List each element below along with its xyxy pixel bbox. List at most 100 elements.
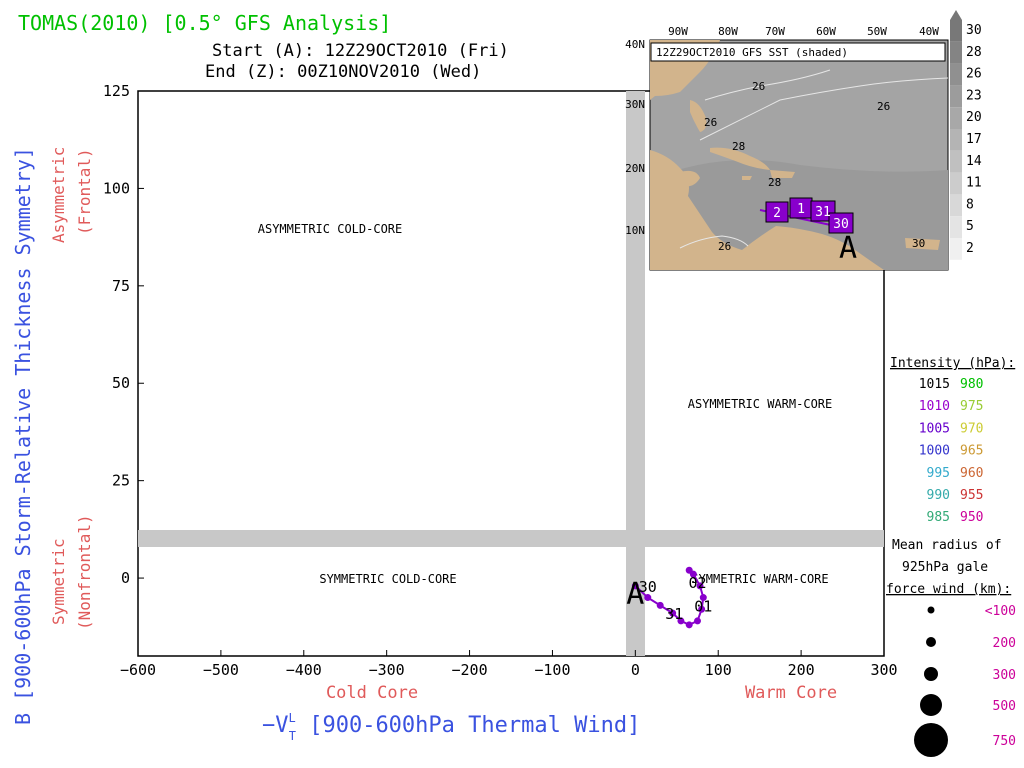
colorbar-segment [950,194,962,217]
colorbar-segment [950,238,962,260]
colorbar-label: 8 [966,197,974,212]
colorbar-segment [950,129,962,151]
legend-radius-dot [927,606,935,614]
track-label: A [626,577,644,612]
x-tick-label: 200 [788,661,815,679]
inset-title: 12Z29OCT2010 GFS SST (shaded) [656,46,848,59]
chart-title: TOMAS(2010) [0.5° GFS Analysis] [18,11,391,35]
inset-hispaniola [770,170,795,178]
inset-track-label-2: 2 [773,206,781,221]
inset-lat-label: 30N [625,98,645,111]
inset-map: 12Z29OCT2010 GFS SST (shaded) 90W 80W 70W 6… [625,25,949,271]
x-tick-label: −100 [534,661,570,679]
inset-land-central-america [650,150,884,270]
track-point [694,617,701,625]
y-tick-label: 100 [103,179,130,197]
inset-jamaica [742,176,752,180]
track-point [631,582,639,590]
legend-radius-label: 300 [993,668,1016,683]
quad-sym-cold: SYMMETRIC COLD-CORE [319,572,456,586]
inset-title-box [650,42,946,62]
inset-lat-label: 20N [625,162,645,175]
start-line: Start (A): 12Z29OCT2010 (Fri) [212,41,509,61]
track-label: 01 [694,597,712,615]
inset-contour-3 [679,235,749,249]
track-point [644,594,652,602]
x-tick-label: −400 [286,661,322,679]
inset-lon-label: 50W [867,25,887,38]
inset-track-label-31: 31 [815,205,831,220]
legend: Intensity (hPa): 1015 980 1010 975 1005 970 10… [886,356,1016,757]
legend-pressure: 975 [960,399,983,414]
inset-lat-label: 40N [625,38,645,51]
colorbar-label: 17 [966,132,982,147]
track-point [677,617,685,625]
x-axis-label: −VL T [900-600hPa Thermal Wind] [262,711,640,743]
x-tick-label: 100 [705,661,732,679]
inset-start-marker: A [839,231,857,266]
legend-pressure: 960 [960,466,983,481]
inset-lon-label: 60W [816,25,836,38]
y-tick-label: 0 [121,569,130,587]
legend-pressure: 1010 [919,399,950,414]
quad-asym-warm: ASYMMETRIC WARM-CORE [688,397,833,411]
legend-radius-label: 200 [993,636,1016,651]
colorbar-segment [950,107,962,129]
legend-pressure: 970 [960,421,983,436]
colorbar-segment [950,63,962,86]
y-upper-label-2: (Frontal) [75,148,94,235]
x-right-label: Warm Core [745,683,837,703]
y-tick-label: 50 [112,374,130,392]
legend-radius-title-3: force wind (km): [886,582,1011,597]
colorbar-segment [950,216,962,238]
legend-pressure: 1000 [919,444,950,459]
track-point [696,582,704,590]
colorbar-top-arrow [950,10,962,20]
zero-x-band [626,91,645,656]
legend-pressure: 955 [960,488,983,503]
x-tick-label: 0 [631,661,640,679]
legend-radius-label: 500 [993,699,1016,714]
y-tick-label: 75 [112,277,130,295]
inset-contour-label-5: 26 [718,240,731,253]
legend-pressure: 965 [960,444,983,459]
legend-pressure: 1005 [919,421,950,436]
inset-contour-1 [699,77,949,141]
track-label: 02 [688,574,706,592]
inset-track-label-1: 1 [797,202,805,217]
y-tick-label: 25 [112,472,130,490]
y-lower-label: Symmetric [49,538,68,625]
inset-lon-label: 90W [668,25,688,38]
legend-radius-label: <100 [985,604,1016,619]
zero-y-band [138,530,884,547]
colorbar-label: 23 [966,88,982,103]
track-point [656,601,664,609]
colorbar-label: 2 [966,241,974,256]
y-axis-label: B [900-600hPa Storm-Relative Thickness S… [11,147,35,725]
track-label: 30 [639,578,657,596]
legend-radius-dot [924,667,938,681]
x-tick-label: −600 [120,661,156,679]
y-lower-label-2: (Nonfrontal) [75,514,94,630]
legend-radius-title-2: 925hPa gale [902,560,988,575]
x-axis-label-prefix: −V [262,713,289,738]
x-axis-label-sub: T [289,729,296,743]
legend-pressure: 980 [960,377,983,392]
colorbar-segment [950,172,962,195]
colorbar-label: 20 [966,110,982,125]
inset-florida [690,100,707,132]
colorbar-label: 11 [966,176,982,191]
inset-yucatan [680,170,700,187]
colorbar: 30 28 26 23 20 17 14 11 8 5 2 [950,10,982,260]
inset-lon-label: 80W [718,25,738,38]
track-point [699,594,707,602]
track-label: 31 [665,605,683,623]
inset-lat-label: 10N [625,224,645,237]
x-tick-label: −200 [451,661,487,679]
colorbar-segment [950,85,962,108]
end-line: End (Z): 00Z10NOV2010 (Wed) [205,62,481,82]
colorbar-label: 28 [966,45,982,60]
x-tick-label: −300 [369,661,405,679]
colorbar-label: 26 [966,67,982,82]
